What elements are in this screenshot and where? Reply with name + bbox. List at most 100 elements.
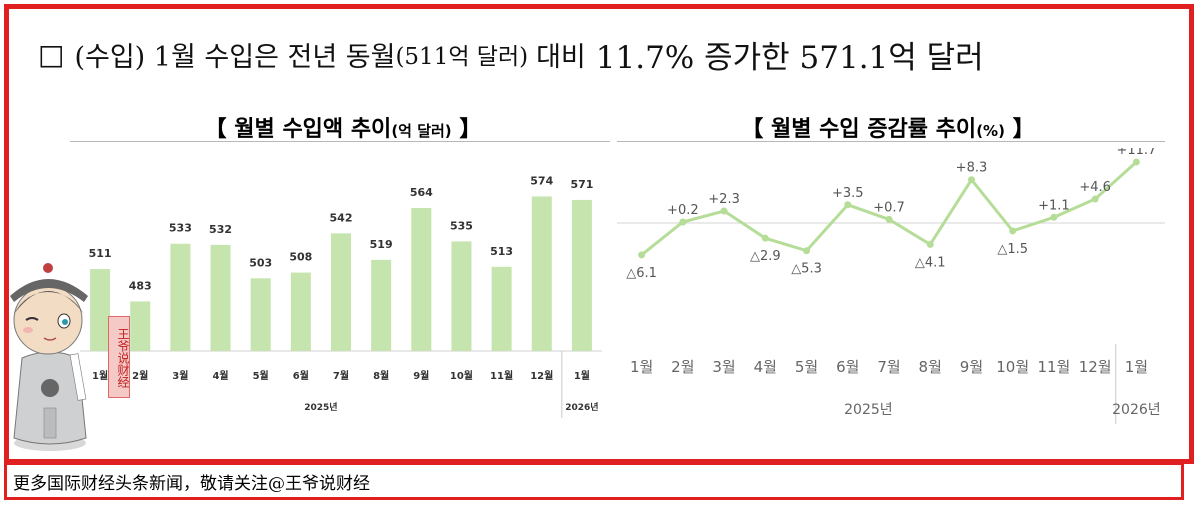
line-category-label: 2월 [671,358,694,376]
bar-value-label: 532 [209,223,232,236]
bar [371,259,392,351]
growth-value-label: △2.9 [750,249,781,264]
growth-point [638,251,646,259]
bar-value-label: 574 [530,174,553,187]
mascot-illustration [10,263,88,451]
headline-part4: 11.7% 증가한 571.1억 달러 [595,39,984,76]
bar-value-label: 483 [129,279,152,292]
right-title-main: 【 월별 수입 증감률 추이 [741,117,977,142]
line-year-label: 2026년 [1112,402,1161,418]
bar-category-label: 10월 [450,370,473,382]
bar-value-label: 511 [89,247,112,260]
bar-value-label: 513 [490,245,513,258]
monthly-import-bar-chart: 511 1월 483 2월 533 3월 532 4월 503 5월 508 6월 542 7월 519 8월… [80,174,602,418]
line-category-label: 6월 [836,358,859,376]
right-title-close: 】 [1012,117,1035,142]
bar [90,269,111,351]
bar [411,207,432,351]
line-category-label: 11월 [1037,358,1070,376]
footer-banner: 更多国际财经头条新闻，敬请关注@王爷说财经 [4,462,1184,500]
checkbox-glyph: □ [38,37,65,71]
growth-point [720,207,728,215]
bar-category-label: 12월 [530,370,553,382]
bar [290,272,311,351]
right-title-rule [617,141,1165,142]
bar [130,301,151,351]
left-title-unit: (억 달러) [391,122,452,140]
bar-value-label: 564 [410,186,433,199]
growth-point [1091,195,1099,203]
bar-category-label: 9월 [413,370,429,382]
growth-value-label: +3.5 [832,186,864,201]
bar-year-label: 2025년 [304,401,337,413]
bar-category-label: 4월 [212,370,228,382]
bar-category-label: 3월 [172,370,188,382]
bar-value-label: 542 [330,211,353,224]
content-frame [4,4,1194,464]
growth-value-label: +0.2 [667,203,699,218]
growth-point [967,176,975,184]
right-chart-title: 【 월별 수입 증감률 추이(%) 】 [688,111,1088,143]
bar-category-label: 7월 [333,370,349,382]
growth-point [926,240,934,248]
growth-point [803,247,811,255]
left-title-main: 【 월별 수입액 추이 [204,117,392,142]
headline: □ (수입) 1월 수입은 전년 동월 (511억 달러) 대비 11.7% 증… [38,30,1168,78]
bar-value-label: 503 [249,256,272,269]
bar [491,266,512,351]
bar-category-label: 5월 [253,370,269,382]
headline-part2: (511억 달러) [395,44,529,70]
line-year-label: 2025년 [844,402,893,418]
bar-category-label: 2월 [132,370,148,382]
line-category-label: 1월 [1125,358,1148,376]
line-category-label: 4월 [754,358,777,376]
bar-category-label: 1월 [92,370,108,382]
headline-part3: 대비 [536,41,586,73]
line-category-label: 8월 [919,358,942,376]
bar-value-label: 533 [169,222,192,235]
bar-year-label: 2026년 [565,401,598,413]
growth-point [844,201,852,209]
growth-value-label: △5.3 [791,262,822,277]
growth-value-label: +8.3 [956,161,988,176]
growth-point [1132,158,1140,166]
line-category-label: 5월 [795,358,818,376]
left-title-close: 】 [459,117,482,142]
monthly-import-growth-line-chart: △6.1 1월 +0.2 2월 +2.3 3월 △2.9 4월 △5.3 5월 +3.5 6월 +0.7… [617,148,1165,424]
growth-point [1050,213,1058,221]
growth-value-label: +4.6 [1079,180,1111,195]
bar [571,199,592,351]
bar-value-label: 519 [370,238,393,251]
bar-category-label: 6월 [293,370,309,382]
growth-value-label: △1.5 [997,242,1028,257]
growth-value-label: +0.7 [873,200,905,215]
bar [250,278,271,351]
line-category-label: 9월 [960,358,983,376]
growth-point [885,215,893,223]
right-title-unit: (%) [976,122,1005,140]
headline-part1: (수입) 1월 수입은 전년 동월 [74,41,396,73]
line-category-label: 10월 [996,358,1029,376]
bar-category-label: 11월 [490,370,513,382]
bar [331,233,351,351]
growth-point [1009,227,1017,235]
bar-value-label: 535 [450,219,473,232]
bar-value-label: 508 [289,251,312,264]
left-chart-title: 【 월별 수입액 추이(억 달러) 】 [148,111,538,143]
bar-category-label: 8월 [373,370,389,382]
growth-point [679,218,687,226]
growth-value-label: +11.7 [1116,148,1156,158]
growth-point [761,234,769,242]
bar [210,244,231,351]
line-category-label: 3월 [712,358,735,376]
growth-value-label: △4.1 [915,255,946,270]
growth-value-label: +2.3 [708,192,740,207]
growth-value-label: +1.1 [1038,198,1070,213]
line-category-label: 7월 [877,358,900,376]
line-category-label: 1월 [630,358,653,376]
seal-stamp: 王爷说财经 [108,316,130,398]
bar-value-label: 571 [570,178,593,191]
bar [531,196,552,351]
line-category-label: 12월 [1079,358,1112,376]
left-title-rule [70,141,610,142]
